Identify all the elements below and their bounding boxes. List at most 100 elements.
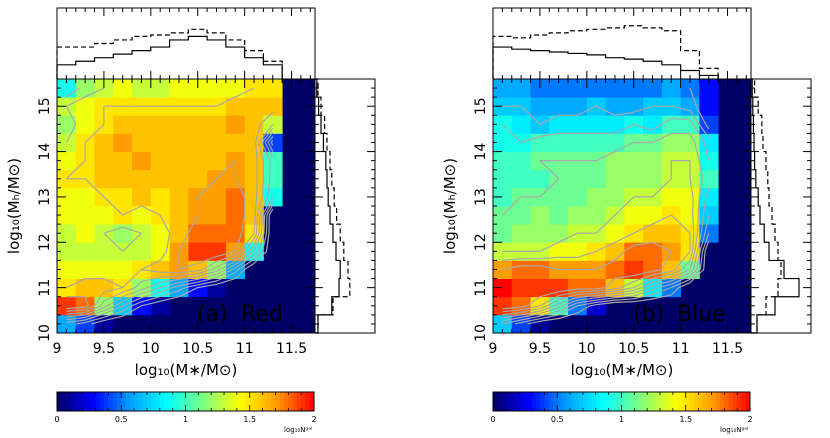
colorbar-segment bbox=[215, 392, 221, 411]
colorbar-segment bbox=[206, 392, 212, 411]
heatmap-cell bbox=[624, 151, 644, 171]
colorbar-segment bbox=[121, 392, 127, 411]
colorbar-segment bbox=[236, 392, 242, 411]
heatmap-cell bbox=[643, 224, 663, 243]
heatmap-cell bbox=[605, 115, 625, 134]
colorbar-segment bbox=[672, 392, 678, 411]
contour-level bbox=[502, 214, 691, 313]
heatmap-cell bbox=[225, 187, 246, 207]
heatmap-cell bbox=[493, 151, 513, 171]
heatmap-cell bbox=[132, 242, 152, 261]
heatmap-cell bbox=[57, 242, 77, 261]
contour-level bbox=[502, 160, 695, 316]
heatmap-cell bbox=[225, 79, 246, 98]
heatmap-cell bbox=[586, 115, 606, 134]
heatmap-cell bbox=[150, 260, 170, 279]
x-tick-label: 11.5 bbox=[276, 341, 307, 357]
colorbar-segment bbox=[164, 392, 169, 411]
heatmap-cell bbox=[530, 97, 550, 116]
colorbar-tick-label: 0.5 bbox=[115, 415, 128, 424]
colorbar-segment bbox=[745, 392, 751, 411]
heatmap-cell bbox=[188, 151, 208, 171]
heatmap-cell bbox=[568, 206, 588, 225]
y-tick-label: 15 bbox=[37, 97, 53, 115]
colorbar-segment bbox=[202, 392, 208, 411]
colorbar-segment bbox=[104, 392, 109, 411]
colorbar-segment bbox=[561, 392, 567, 411]
colorbar-segment bbox=[510, 392, 515, 411]
heatmap-cell bbox=[568, 169, 588, 189]
heatmap-cell bbox=[150, 115, 170, 134]
panel-label: (b) bbox=[633, 302, 664, 327]
heatmap-cell bbox=[699, 97, 719, 116]
x-tick-label: 11 bbox=[236, 341, 254, 357]
heatmap-cell bbox=[511, 79, 531, 98]
colorbar-segment bbox=[514, 392, 520, 411]
heatmap-cell bbox=[75, 260, 95, 279]
colorbar-segment bbox=[685, 392, 691, 411]
heatmap-cell bbox=[150, 169, 170, 189]
colorbar: 0 0.5 1 1.5 2 bbox=[54, 391, 317, 424]
colorbar-label: log₁₀Nᵍᵃˡ bbox=[284, 426, 312, 434]
y-tick-label: 11 bbox=[37, 279, 53, 297]
heatmap-cell bbox=[661, 115, 682, 134]
colorbar-segment bbox=[587, 392, 593, 411]
colorbar-segment bbox=[548, 392, 554, 411]
heatmap-cell bbox=[169, 79, 189, 98]
colorbar-segment bbox=[69, 392, 75, 411]
heatmap-cell bbox=[225, 115, 246, 134]
colorbar-segment bbox=[86, 392, 92, 411]
colorbar-segment bbox=[305, 392, 311, 411]
heatmap-cell bbox=[624, 169, 644, 189]
x-tick-label: 10.5 bbox=[182, 341, 213, 357]
colorbar-tick-label: 1.5 bbox=[679, 415, 692, 424]
heatmap-cell bbox=[549, 206, 569, 225]
heatmap-cell bbox=[113, 151, 133, 171]
colorbar-segment bbox=[505, 392, 511, 411]
heatmap-cell bbox=[605, 133, 625, 152]
colorbar-segment bbox=[258, 392, 264, 411]
colorbar-segment bbox=[591, 392, 597, 411]
colorbar-segment bbox=[78, 392, 84, 411]
y-axis-label: log₁₀(Mₕ/M⊙) bbox=[441, 158, 459, 254]
heatmap-cell bbox=[699, 151, 719, 171]
colorbar-segment bbox=[493, 392, 498, 411]
colorbar-segment bbox=[647, 392, 652, 411]
heatmap-cell bbox=[568, 133, 588, 152]
y-axis-label: log₁₀(Mₕ/M⊙) bbox=[5, 158, 23, 254]
heatmap-cell bbox=[207, 151, 227, 171]
colorbar-segment bbox=[284, 392, 289, 411]
heatmap-cell bbox=[188, 169, 208, 189]
heatmap-cell bbox=[188, 242, 208, 261]
heatmap-cell bbox=[75, 115, 95, 134]
heatmap-cells bbox=[57, 79, 315, 334]
heatmap-cell bbox=[699, 79, 719, 98]
heatmap-cell bbox=[605, 97, 625, 116]
heatmap-cell bbox=[75, 79, 95, 98]
heatmap-cell bbox=[244, 187, 264, 207]
heatmap-cell bbox=[586, 133, 606, 152]
colorbar-segment bbox=[694, 392, 700, 411]
contour-level bbox=[66, 136, 274, 324]
heatmap-cell bbox=[113, 79, 133, 98]
marginal-x-solid-line bbox=[492, 46, 719, 79]
heatmap-cell bbox=[643, 206, 663, 225]
heatmap-cell bbox=[530, 224, 550, 243]
y-tick-label: 12 bbox=[37, 233, 53, 251]
colorbar-segment bbox=[518, 392, 524, 411]
colorbar-segment bbox=[155, 392, 161, 411]
colorbar-tick-label: 2 bbox=[311, 415, 316, 424]
heatmap-cell bbox=[188, 133, 208, 152]
x-axis-label: log₁₀(M∗/M⊙) bbox=[135, 361, 238, 379]
colorbar-segment bbox=[172, 392, 178, 411]
heatmap-cell bbox=[661, 187, 682, 207]
heatmap-cell bbox=[132, 206, 152, 225]
colorbar-segment bbox=[198, 392, 204, 411]
heatmap-cell bbox=[75, 187, 95, 207]
heatmap-cell bbox=[511, 206, 531, 225]
heatmap-cell bbox=[624, 242, 644, 261]
heatmap-cell bbox=[549, 296, 569, 316]
heatmap-cell bbox=[624, 206, 644, 225]
colorbar-segment bbox=[125, 392, 131, 411]
